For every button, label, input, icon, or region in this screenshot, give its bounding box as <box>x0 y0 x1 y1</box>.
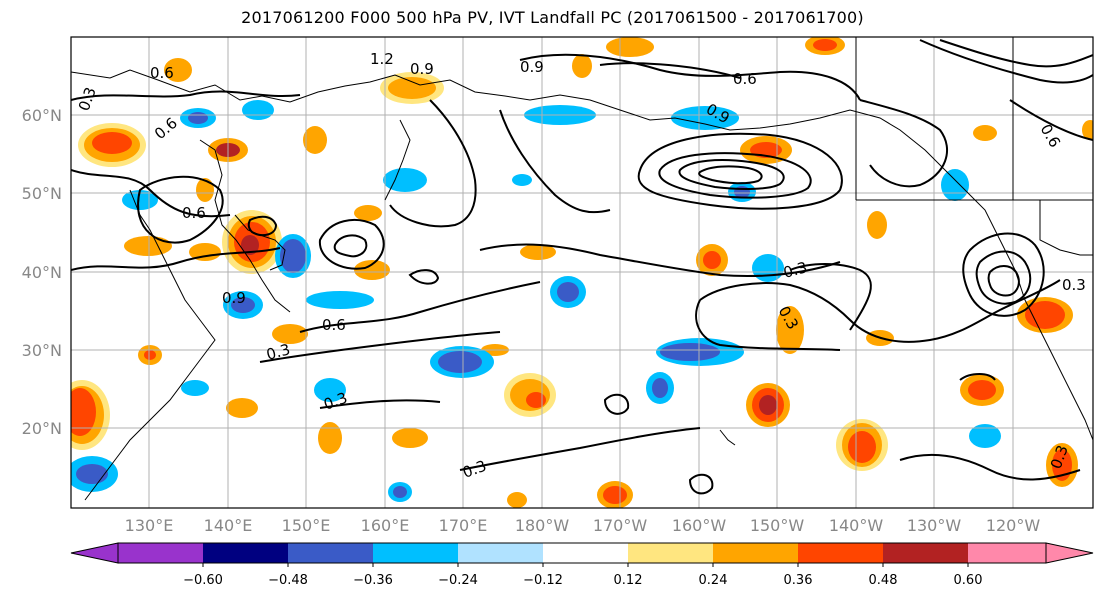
colorbar-tick-label: 0.60 <box>954 573 983 588</box>
colorbar-tick-label: 0.12 <box>614 573 643 588</box>
pv-label: 0.6 <box>150 64 174 82</box>
map-title: 2017061200 F000 500 hPa PV, IVT Landfall… <box>241 8 864 27</box>
lon-label: 140°W <box>829 516 884 535</box>
lon-label: 120°W <box>986 516 1041 535</box>
lon-label: 150°W <box>750 516 805 535</box>
colorbar-bin <box>798 543 883 563</box>
coastlines <box>71 37 1093 501</box>
lon-label: 170°E <box>439 516 488 535</box>
colorbar-bin <box>373 543 458 563</box>
longitude-labels: 130°E 140°E 150°E 160°E 170°E 180°W 170°… <box>125 516 1041 535</box>
lon-label: 160°W <box>672 516 727 535</box>
pv-label: 0.6 <box>182 204 206 222</box>
colorbar-tick-label: −0.60 <box>183 573 223 588</box>
colorbar-extend-max <box>1045 542 1094 564</box>
lon-label: 130°E <box>125 516 174 535</box>
pv-label: 0.9 <box>222 289 246 307</box>
pv-label: 0.3 <box>264 340 292 364</box>
colorbar-extend-min <box>70 542 119 564</box>
colorbar-bin <box>968 543 1046 563</box>
colorbar-tick-label: 0.36 <box>784 573 813 588</box>
colorbar-bin <box>203 543 288 563</box>
colorbar-bin <box>543 543 628 563</box>
colorbar-tick-label: −0.12 <box>523 573 563 588</box>
ivt-positive-anomalies <box>71 37 1093 508</box>
lon-label: 160°E <box>361 516 410 535</box>
pv-label: 0.9 <box>520 58 544 76</box>
pv-label: 0.6 <box>733 70 757 88</box>
lat-label: 50°N <box>22 184 62 203</box>
colorbar-frame <box>117 542 1047 564</box>
pv-label: 0.9 <box>410 60 434 78</box>
pv-label: 0.3 <box>781 258 809 282</box>
pv-contours <box>71 39 1093 495</box>
colorbar-bin <box>628 543 713 563</box>
pv-label: 1.2 <box>370 50 394 68</box>
colorbar: −0.60 −0.48 −0.36 −0.24 −0.12 0.12 0.24 … <box>70 542 1094 588</box>
map-frame <box>70 36 1094 509</box>
colorbar-bin <box>713 543 798 563</box>
colorbar-tick-label: 0.48 <box>869 573 898 588</box>
lon-label: 130°W <box>907 516 962 535</box>
lon-label: 170°W <box>593 516 648 535</box>
colorbar-bin <box>883 543 968 563</box>
colorbar-tick-label: −0.24 <box>438 573 478 588</box>
pv-label: 0.3 <box>1062 276 1086 294</box>
lon-label: 140°E <box>204 516 253 535</box>
colorbar-bin <box>458 543 543 563</box>
colorbar-bin <box>118 543 203 563</box>
lat-label: 60°N <box>22 106 62 125</box>
colorbar-tick-label: −0.48 <box>268 573 308 588</box>
lat-label: 30°N <box>22 341 62 360</box>
lon-label: 150°E <box>282 516 331 535</box>
colorbar-bin <box>288 543 373 563</box>
pv-label: 0.6 <box>322 316 346 334</box>
lat-label: 40°N <box>22 263 62 282</box>
colorbar-tick-label: 0.24 <box>699 573 728 588</box>
colorbar-tick-label: −0.36 <box>353 573 393 588</box>
latitude-labels: 60°N 50°N 40°N 30°N 20°N <box>22 106 62 438</box>
lon-label: 180°W <box>515 516 570 535</box>
lat-label: 20°N <box>22 419 62 438</box>
